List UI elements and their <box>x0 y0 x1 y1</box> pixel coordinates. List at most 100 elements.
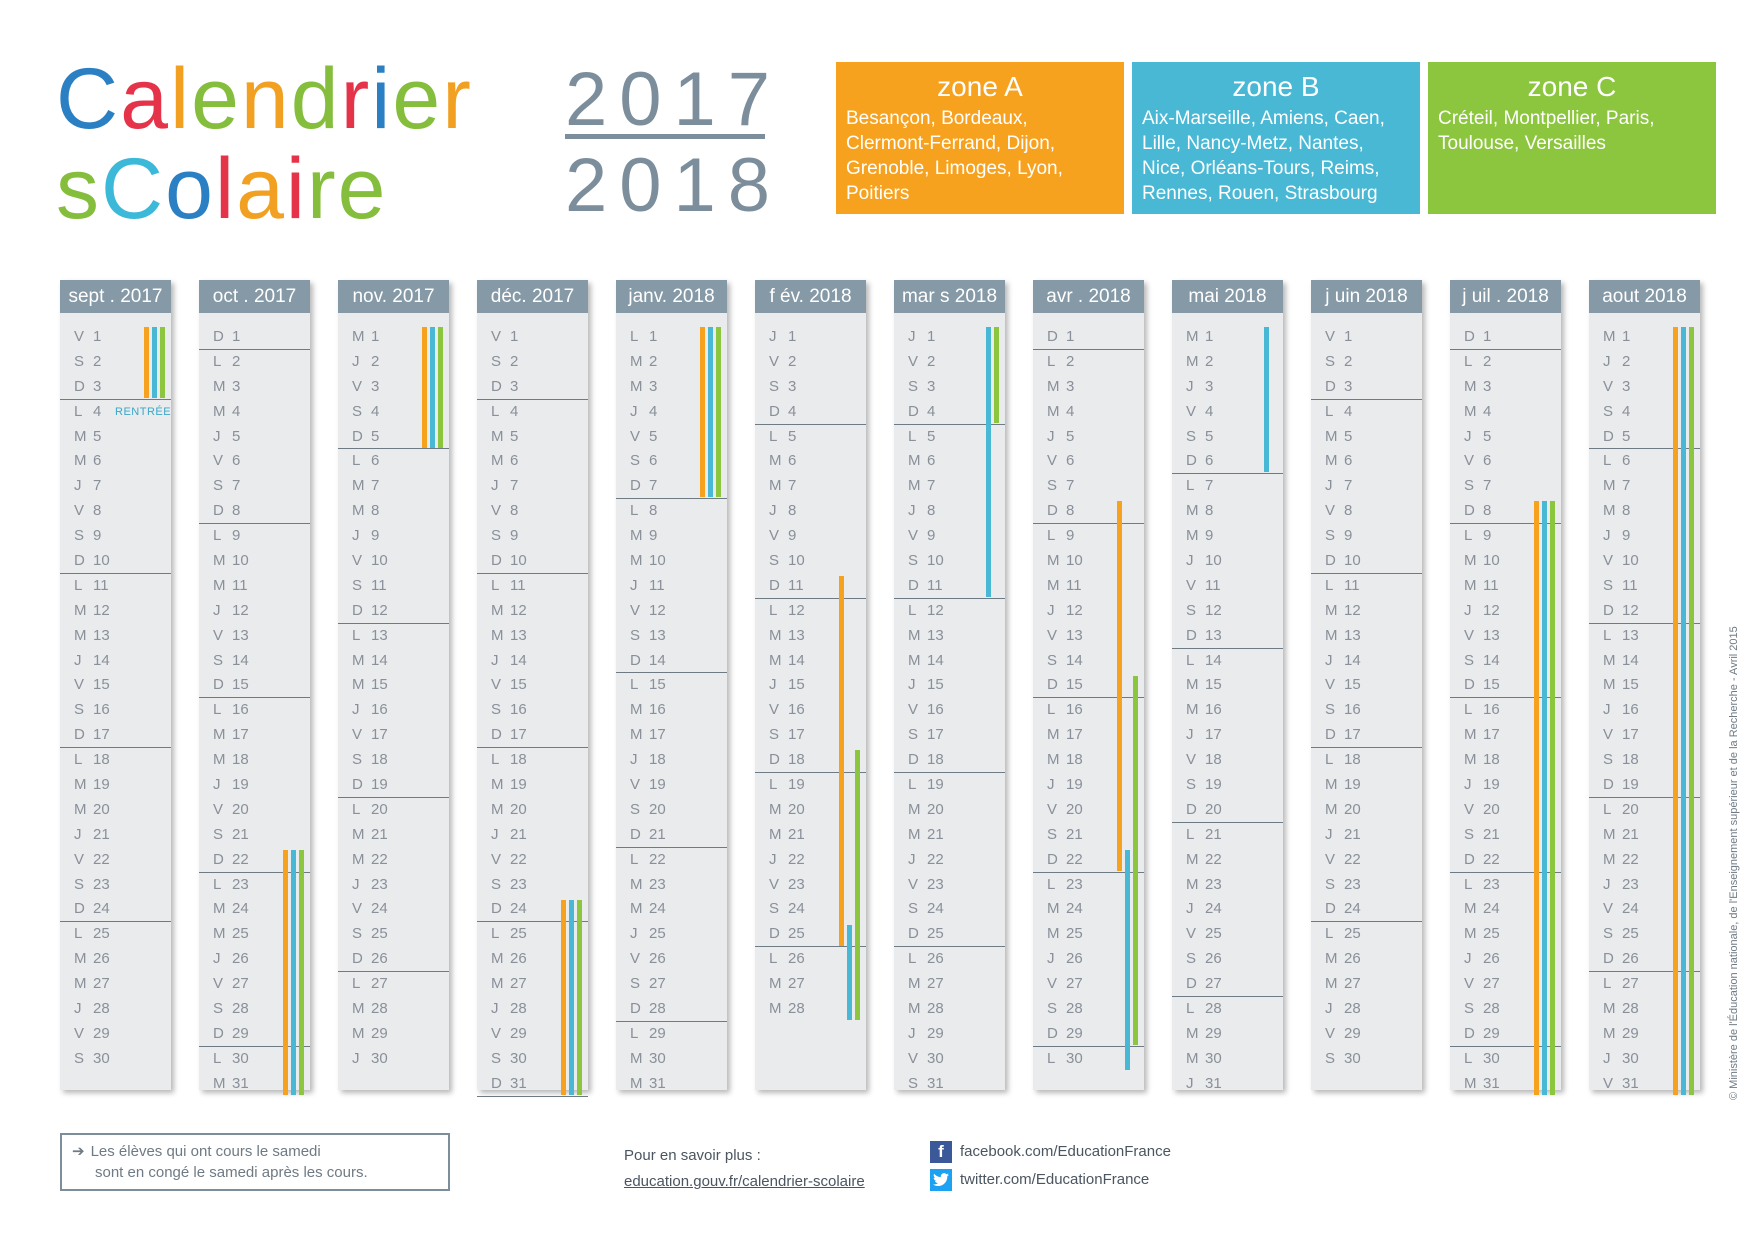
weekday-letter: M <box>74 800 87 818</box>
weekday-letter: M <box>352 502 365 520</box>
day-row: S 30 <box>1311 1047 1422 1072</box>
weekday-letter: J <box>1603 875 1611 893</box>
day-list: M 1 J 2 V 3 S 4 D 5 L 6 M 7 M 8 J 9 V 10 S 11 D 12 L 13 M 14 M 15 J 16 V… <box>1589 325 1700 1097</box>
calendar-link[interactable]: education.gouv.fr/calendrier-scolaire <box>624 1173 865 1190</box>
weekday-letter: S <box>74 701 85 719</box>
twitter-link[interactable]: twitter.com/EducationFrance <box>960 1171 1150 1188</box>
day-number: 23 <box>93 875 110 893</box>
day-number: 28 <box>1483 1000 1500 1018</box>
weekday-letter: D <box>908 576 919 594</box>
title-letter: i <box>371 51 393 147</box>
weekday-letter: L <box>352 452 361 470</box>
day-number: 17 <box>232 726 249 744</box>
day-number: 6 <box>1344 452 1353 470</box>
weekday-letter: V <box>630 601 641 619</box>
day-number: 20 <box>1622 800 1639 818</box>
day-row: V 12 <box>616 599 727 624</box>
day-number: 3 <box>1066 377 1075 395</box>
day-number: 2 <box>649 352 658 370</box>
holiday-bar-zone-c <box>1689 327 1694 1095</box>
weekday-letter: M <box>908 975 921 993</box>
day-row: D 14 <box>616 649 727 674</box>
day-number: 28 <box>232 1000 249 1018</box>
weekday-letter: M <box>213 402 226 420</box>
weekday-letter: D <box>491 900 502 918</box>
day-row: M 28 <box>894 997 1005 1022</box>
day-number: 14 <box>1483 651 1500 669</box>
day-number: 16 <box>927 701 944 719</box>
weekday-letter: L <box>1464 875 1473 893</box>
weekday-letter: L <box>1603 626 1612 644</box>
day-number: 25 <box>1344 925 1361 943</box>
day-number: 6 <box>1622 452 1631 470</box>
title-letter: r <box>442 51 473 147</box>
day-row: J 15 <box>755 673 866 698</box>
weekday-letter: S <box>1464 477 1475 495</box>
day-row: L 4 RENTRÉE <box>60 400 171 425</box>
day-row: J 19 <box>1450 773 1561 798</box>
weekday-letter: D <box>213 502 224 520</box>
day-row: V 29 <box>1311 1022 1422 1047</box>
day-number: 20 <box>1483 800 1500 818</box>
day-number: 28 <box>788 1000 805 1018</box>
day-number: 11 <box>1622 576 1638 594</box>
weekday-letter: M <box>352 328 365 345</box>
day-row: S 28 <box>1450 997 1561 1022</box>
day-number: 30 <box>1205 1049 1222 1067</box>
day-row: S 16 <box>1311 698 1422 723</box>
weekday-letter: S <box>1603 925 1614 943</box>
day-list: V 1 S 2 D 3 L 4 M 5 M 6 J 7 V 8 S 9 D 10 L 11 M 12 M 13 J 14 V 15 S 16 D… <box>1311 325 1422 1072</box>
weekday-letter: M <box>352 477 365 495</box>
weekday-letter: D <box>908 751 919 769</box>
weekday-letter: D <box>1464 328 1475 345</box>
weekday-letter: J <box>908 502 916 520</box>
zone-c-name: zone C <box>1527 71 1617 102</box>
facebook-link[interactable]: facebook.com/EducationFrance <box>960 1143 1171 1160</box>
day-number: 1 <box>1344 328 1353 345</box>
day-number: 18 <box>927 751 944 769</box>
day-row: L 11 <box>60 574 171 599</box>
day-number: 18 <box>232 751 249 769</box>
weekday-letter: M <box>74 626 87 644</box>
day-row: M 24 <box>616 897 727 922</box>
day-row: M 16 <box>616 698 727 723</box>
day-number: 2 <box>927 352 936 370</box>
weekday-letter: V <box>74 850 85 868</box>
weekday-letter: J <box>1464 776 1472 794</box>
weekday-letter: S <box>769 726 780 744</box>
weekday-letter: L <box>630 676 639 694</box>
weekday-letter: D <box>630 825 641 843</box>
weekday-letter: M <box>630 552 643 570</box>
day-row: S 23 <box>1311 873 1422 898</box>
day-number: 28 <box>649 1000 666 1018</box>
day-number: 16 <box>1483 701 1500 719</box>
copyright-notice: © Ministère de l'Éducation nationale, de… <box>1728 626 1740 1100</box>
day-number: 21 <box>1205 825 1222 843</box>
day-row: L 23 <box>199 873 310 898</box>
day-row: J 22 <box>755 848 866 873</box>
day-number: 25 <box>788 925 805 943</box>
day-row: M 21 <box>338 823 449 848</box>
day-row: M 18 <box>1450 748 1561 773</box>
day-number: 17 <box>93 726 110 744</box>
day-number: 27 <box>1622 975 1639 993</box>
day-row: V 25 <box>1172 922 1283 947</box>
day-row: J 22 <box>894 848 1005 873</box>
day-row: M 20 <box>60 798 171 823</box>
day-row: V 29 <box>60 1022 171 1047</box>
day-number: 30 <box>1622 1049 1639 1067</box>
day-number: 29 <box>1483 1024 1500 1042</box>
weekday-letter: M <box>769 626 782 644</box>
day-number: 23 <box>371 875 388 893</box>
day-number: 14 <box>1344 651 1361 669</box>
weekday-letter: M <box>1186 1024 1199 1042</box>
day-row: D 15 <box>1033 673 1144 699</box>
